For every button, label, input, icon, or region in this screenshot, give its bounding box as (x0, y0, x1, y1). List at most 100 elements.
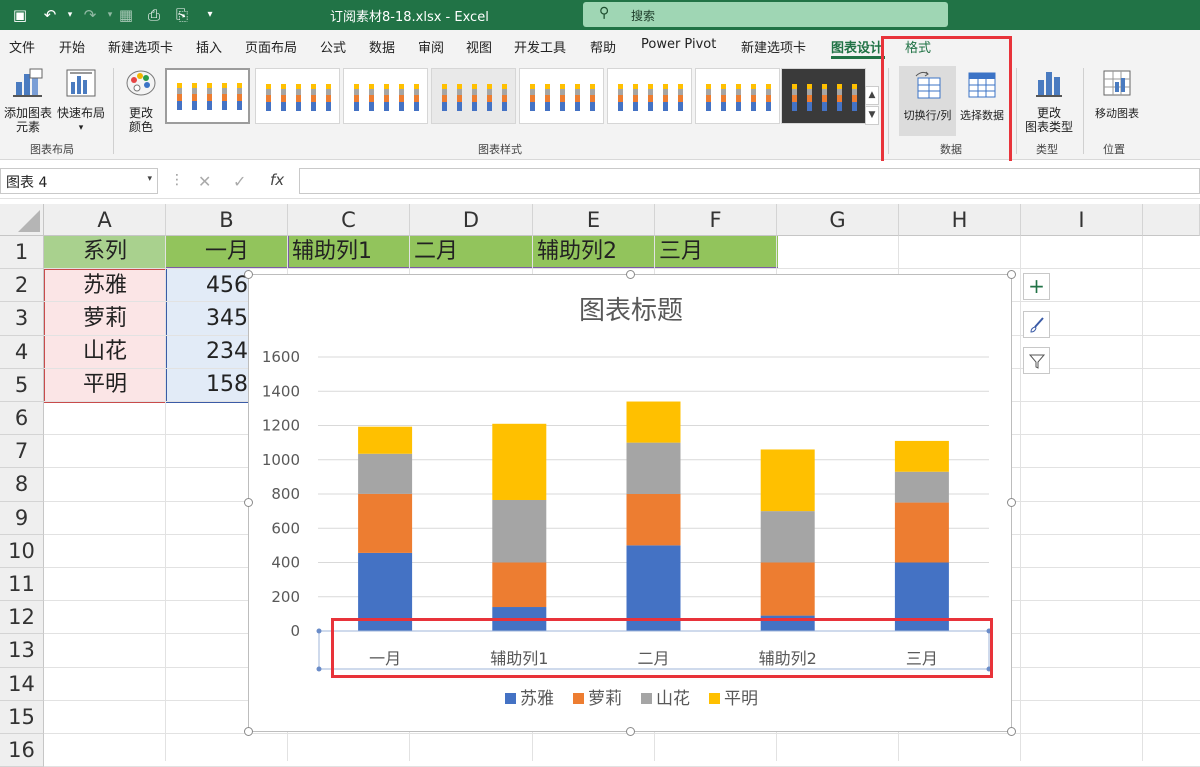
undo-icon[interactable]: ↶ (43, 6, 57, 24)
tab-power-pivot[interactable]: Power Pivot (641, 37, 717, 52)
cancel-icon[interactable]: ✕ (198, 172, 212, 191)
resize-handle[interactable] (1007, 727, 1016, 736)
cell-a5[interactable]: 平明 (82, 372, 127, 397)
cell-a3[interactable]: 萝莉 (82, 306, 127, 331)
undo-dropdown-icon[interactable]: ▾ (67, 10, 73, 20)
resize-handle[interactable] (244, 727, 253, 736)
redo-icon[interactable]: ↷ (83, 6, 97, 24)
search-box[interactable]: ⚲ 搜索 (583, 2, 948, 27)
tab-new-tab-2[interactable]: 新建选项卡 (741, 41, 807, 56)
cell-d1[interactable]: 二月 (414, 239, 459, 264)
tab-new-tab-1[interactable]: 新建选项卡 (108, 41, 174, 56)
select-data-button[interactable]: 选择数据 (956, 70, 1008, 123)
resize-handle[interactable] (244, 270, 253, 279)
cell-b4[interactable]: 234 (206, 339, 248, 364)
cell-c1[interactable]: 辅助列1 (292, 239, 372, 264)
add-chart-element-button[interactable]: 添加图表 元素 (2, 68, 54, 134)
save-icon[interactable]: ▣ (12, 6, 28, 24)
column-header-h[interactable]: H (899, 204, 1021, 236)
row-header-16[interactable]: 16 (0, 734, 44, 767)
move-chart-button[interactable]: 移动图表 (1089, 68, 1145, 121)
resize-handle[interactable] (244, 498, 253, 507)
column-header-a[interactable]: A (44, 204, 166, 236)
chart-style-thumbnail[interactable] (431, 68, 516, 124)
chart-styles-brush-icon[interactable] (1023, 311, 1050, 338)
row-header-15[interactable]: 15 (0, 700, 44, 734)
chart-style-thumbnail[interactable] (165, 68, 250, 124)
row-header-10[interactable]: 10 (0, 534, 44, 568)
name-box[interactable]: 图表 4 ▾ (0, 168, 158, 194)
row-header-11[interactable]: 11 (0, 568, 44, 602)
row-header-7[interactable]: 7 (0, 435, 44, 469)
chart-style-thumbnail[interactable] (607, 68, 692, 124)
tab-view[interactable]: 视图 (466, 41, 493, 56)
cell-a1[interactable]: 系列 (82, 239, 127, 264)
cell-e1[interactable]: 辅助列2 (537, 239, 617, 264)
tab-page-layout[interactable]: 页面布局 (245, 41, 298, 56)
name-box-dropdown-icon[interactable]: ▾ (147, 174, 152, 184)
tab-data[interactable]: 数据 (369, 41, 396, 56)
tab-format[interactable]: 格式 (905, 41, 932, 56)
column-header-g[interactable]: G (777, 204, 899, 236)
quick-layout-button[interactable]: 快速布局 ▾ (56, 68, 106, 136)
row-header-1[interactable]: 1 (0, 236, 44, 270)
cell-a4[interactable]: 山花 (82, 339, 127, 364)
tab-formulas[interactable]: 公式 (320, 41, 347, 56)
tab-file[interactable]: 文件 (9, 41, 36, 56)
resize-handle[interactable] (1007, 498, 1016, 507)
tab-home[interactable]: 开始 (59, 41, 86, 56)
quick-print-icon[interactable]: ⎘ (175, 6, 188, 24)
column-header-b[interactable]: B (166, 204, 288, 236)
tab-review[interactable]: 审阅 (418, 41, 445, 56)
chart-style-thumbnail[interactable] (255, 68, 340, 124)
chart-style-thumbnail[interactable] (781, 68, 866, 124)
formula-input[interactable] (299, 168, 1200, 194)
resize-handle[interactable] (1007, 270, 1016, 279)
switch-row-column-button[interactable]: 切换行/列 (899, 66, 956, 136)
row-header-3[interactable]: 3 (0, 302, 44, 336)
row-header-13[interactable]: 13 (0, 634, 44, 668)
select-all-corner[interactable] (0, 204, 44, 236)
change-chart-type-button[interactable]: 更改 图表类型 (1022, 68, 1076, 134)
row-header-2[interactable]: 2 (0, 269, 44, 303)
chart-style-thumbnail[interactable] (519, 68, 604, 124)
chart-elements-plus-icon[interactable]: + (1023, 273, 1050, 300)
tab-insert[interactable]: 插入 (196, 41, 223, 56)
chart-object[interactable]: 图表标题 0 200 400 600 800 1000 1200 1400 1600 一月 辅助列1 二… (248, 274, 1012, 732)
row-header-6[interactable]: 6 (0, 402, 44, 436)
cell-b3[interactable]: 345 (206, 306, 248, 331)
cell-b2[interactable]: 456 (206, 273, 248, 298)
column-header-i[interactable]: I (1021, 204, 1143, 236)
column-header-f[interactable]: F (655, 204, 777, 236)
row-header-14[interactable]: 14 (0, 667, 44, 701)
cell-b1[interactable]: 一月 (204, 239, 249, 264)
formula-bar-splitter-icon[interactable]: ⋮ (170, 172, 184, 188)
row-header-9[interactable]: 9 (0, 501, 44, 535)
cell-b5[interactable]: 158 (206, 372, 248, 397)
print-preview-icon[interactable]: ⎙ (147, 6, 160, 24)
resize-handle[interactable] (626, 270, 635, 279)
gallery-scroll-up-icon[interactable]: ▲ (865, 86, 879, 105)
row-header-8[interactable]: 8 (0, 468, 44, 502)
enter-icon[interactable]: ✓ (233, 172, 247, 191)
row-header-12[interactable]: 12 (0, 601, 44, 635)
insert-function-icon[interactable]: fx (270, 171, 285, 189)
row-header-4[interactable]: 4 (0, 335, 44, 369)
customize-toolbar-icon[interactable]: ▾ (207, 9, 213, 20)
redo-dropdown-icon[interactable]: ▾ (107, 10, 113, 20)
tab-help[interactable]: 帮助 (590, 41, 617, 56)
cell-a2[interactable]: 苏雅 (82, 273, 127, 298)
chart-style-thumbnail[interactable] (695, 68, 780, 124)
resize-handle[interactable] (626, 727, 635, 736)
cell-f1[interactable]: 三月 (659, 239, 704, 264)
change-colors-button[interactable]: 更改 颜色 (119, 68, 163, 134)
column-header-c[interactable]: C (288, 204, 410, 236)
chart-style-thumbnail[interactable] (343, 68, 428, 124)
gallery-scroll-down-icon[interactable]: ▼ (865, 106, 879, 125)
tab-developer[interactable]: 开发工具 (514, 41, 567, 56)
chart-filters-funnel-icon[interactable] (1023, 347, 1050, 374)
form-icon[interactable]: ▦ (118, 6, 134, 24)
column-header-e[interactable]: E (533, 204, 655, 236)
tab-chart-design[interactable]: 图表设计 (831, 41, 884, 56)
row-header-5[interactable]: 5 (0, 368, 44, 402)
